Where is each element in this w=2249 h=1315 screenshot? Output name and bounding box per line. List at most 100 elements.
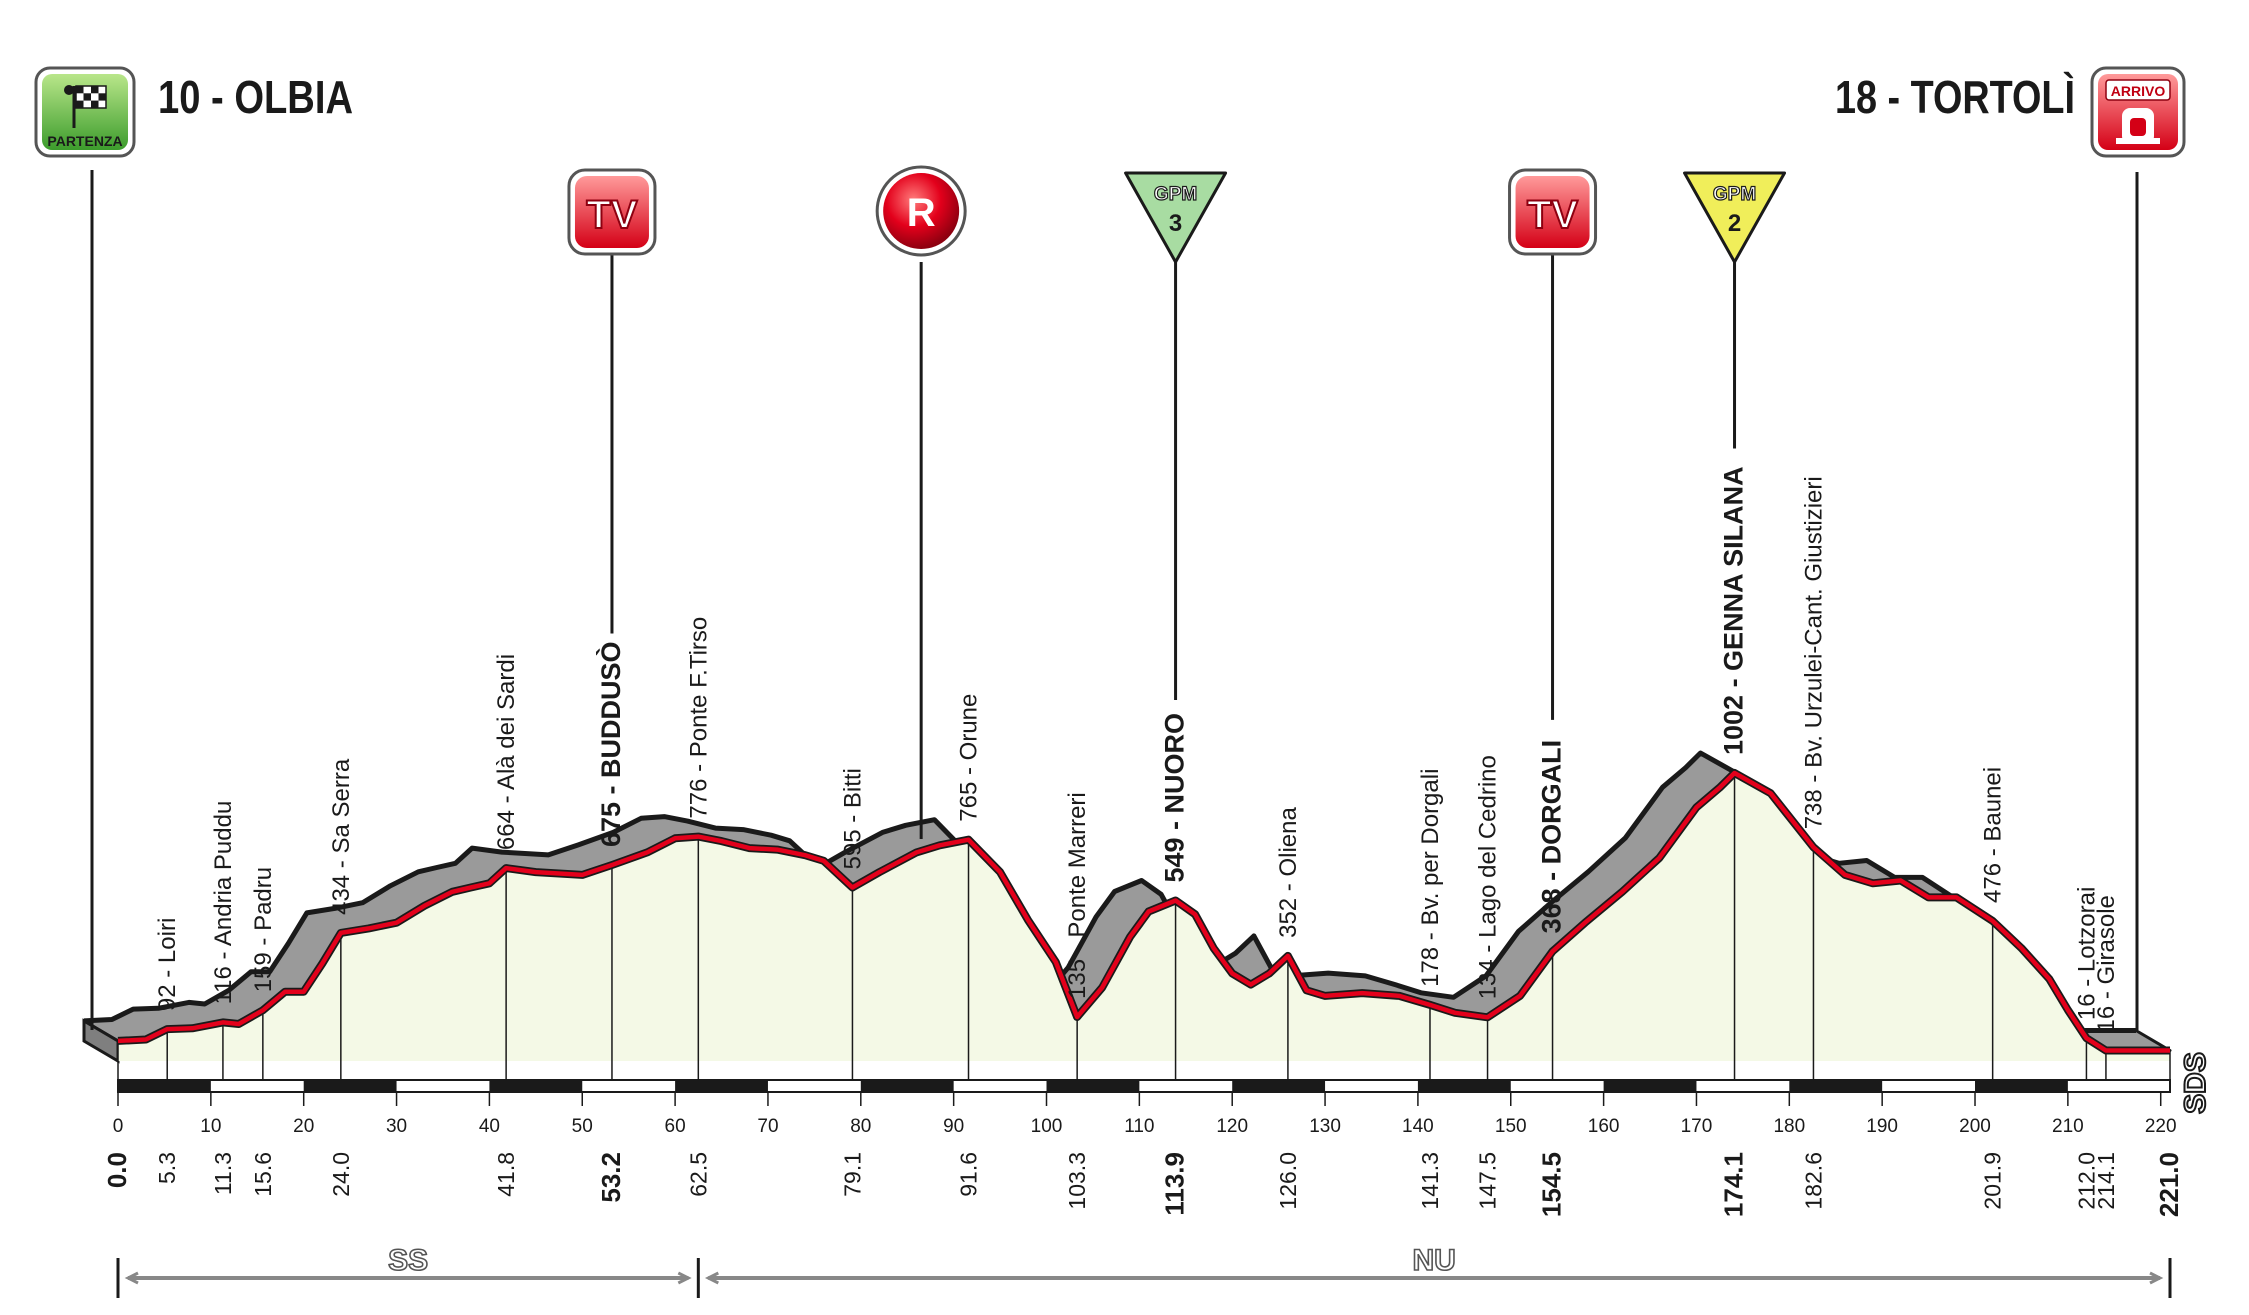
finish-gantry-icon (2116, 108, 2160, 144)
km-tick-label: 140 (1402, 1116, 1434, 1137)
province-arrow (677, 1271, 692, 1285)
km-tick-label: 120 (1216, 1116, 1248, 1137)
km-tick-label: 70 (757, 1116, 778, 1137)
province-label: NU (1412, 1244, 1455, 1277)
finish-badge-label: ARRIVO (2111, 83, 2166, 99)
stage-markers: TV R GPM 3 TV GPM 2 (567, 165, 1787, 839)
place-label: 135 - Ponte Marreri (1064, 792, 1091, 999)
gpm-category-label: 3 (1169, 210, 1182, 237)
profile-line (117, 769, 2170, 1055)
chequered-flag-icon (64, 85, 107, 128)
km-strip-segment (1789, 1080, 1883, 1092)
tv-icon-label: TV (586, 193, 637, 237)
province-arrow (124, 1271, 139, 1285)
km-tick-label: 110 (1124, 1116, 1154, 1137)
tv-icon-face (574, 176, 649, 248)
km-tick-label: 190 (1866, 1116, 1898, 1137)
km-strip-segment (489, 1080, 583, 1092)
km-mark-label: 113.9 (1160, 1152, 1190, 1216)
place-label: 92 - Loiri (154, 918, 181, 1011)
km-mark-label: 0.0 (102, 1152, 132, 1188)
km-mark-label: 62.5 (685, 1152, 711, 1197)
km-tick-label: 40 (479, 1116, 500, 1137)
place-label: 16 - Girasole (2093, 895, 2120, 1032)
tv-icon-label: TV (1527, 193, 1578, 237)
profile-fill (118, 773, 2170, 1061)
km-mark-label: 141.3 (1417, 1152, 1443, 1210)
km-mark-label: 5.3 (154, 1152, 180, 1184)
km-strip-segment (303, 1080, 397, 1092)
place-label: 352 - Oliena (1275, 807, 1302, 938)
km-mark-label: 174.1 (1719, 1152, 1749, 1217)
km-tick-label: 170 (1681, 1116, 1713, 1137)
place-label: 1002 - GENNA SILANA (1719, 466, 1749, 755)
km-mark-label: 126.0 (1275, 1152, 1301, 1210)
km-strip-segment (1417, 1080, 1511, 1092)
km-mark-label: 79.1 (839, 1152, 865, 1197)
province-arrow (2149, 1271, 2164, 1285)
gpm-icon (1124, 171, 1228, 264)
km-tick-label: 150 (1495, 1116, 1527, 1137)
km-strip-segment (675, 1080, 768, 1092)
place-label: 765 - Orune (956, 694, 983, 822)
place-label: 116 - Andria Puddu (210, 801, 237, 1005)
km-tick-label: 10 (200, 1116, 221, 1137)
place-label: 549 - NUORO (1160, 713, 1190, 883)
finish-badge: ARRIVO (2090, 66, 2186, 158)
km-tick-label: 60 (665, 1116, 686, 1137)
km-mark-label: 221.0 (2154, 1152, 2184, 1217)
km-mark-label: 24.0 (328, 1152, 354, 1197)
km-mark-label: 11.3 (210, 1152, 236, 1195)
km-mark-label: 41.8 (493, 1152, 519, 1197)
km-mark-label: 15.6 (250, 1152, 276, 1197)
km-mark-label: 91.6 (956, 1152, 982, 1197)
start-badge-label: PARTENZA (47, 133, 122, 149)
place-label: 776 - Ponte F.Tirso (685, 617, 712, 819)
km-mark-label: 154.5 (1537, 1152, 1567, 1217)
km-mark-label: 201.9 (1980, 1152, 2006, 1210)
sprint-icon-face (883, 173, 960, 249)
place-label: 675 - BUDDUSÒ (595, 641, 626, 847)
province-brackets: SS NU (116, 1243, 2172, 1298)
km-tick-label: 160 (1588, 1116, 1620, 1137)
place-label: 178 - Bv. per Dorgali (1417, 769, 1444, 987)
km-strip-segment (1232, 1080, 1326, 1092)
sds-label: SDS (2179, 1052, 2212, 1114)
distance-axis: 0 10 20 30 40 50 60 70 80 90 100 110 120 130 140 150 160… (102, 1079, 2184, 1217)
place-label: 434 - Sa Serra (328, 758, 355, 915)
km-tick-label: 180 (1773, 1116, 1805, 1137)
place-labels: 92 - Loiri 116 - Andria Puddu 159 - Padru 4… (154, 466, 2120, 1032)
place-label: 368 - DORGALI (1537, 740, 1567, 934)
km-tick-label: 200 (1959, 1116, 1991, 1137)
km-tick-label: 100 (1031, 1116, 1063, 1137)
start-badge: PARTENZA (34, 66, 136, 158)
gpm-category-label: 2 (1728, 210, 1741, 237)
finish-label: 18 - TORTOLÌ (1835, 71, 2075, 123)
gpm-icon (1683, 171, 1787, 264)
km-tick-label: 90 (943, 1116, 964, 1137)
km-tick-label: 220 (2145, 1116, 2177, 1137)
km-strip-segment (1046, 1080, 1140, 1092)
km-tick-label: 210 (2052, 1116, 2084, 1137)
place-label: 476 - Baunei (1980, 767, 2007, 903)
profile-line-red (117, 770, 2170, 1053)
place-label: 664 - Alà dei Sardi (493, 654, 520, 850)
province-label: SS (388, 1244, 428, 1277)
sprint-icon-label: R (907, 191, 936, 235)
tv-icon-face (1515, 176, 1590, 248)
km-mark-label: 182.6 (1801, 1152, 1827, 1210)
place-label: 16 - Lotzorai (2073, 887, 2100, 1020)
km-strip-segment (860, 1080, 954, 1092)
place-label: 738 - Bv. Urzulei-Cant. Giustizieri (1801, 476, 1828, 829)
place-label: 134 - Lago del Cedrino (1475, 755, 1502, 999)
km-tick-label: 80 (850, 1116, 871, 1137)
place-label: 159 - Padru (250, 867, 277, 992)
km-mark-label: 103.3 (1064, 1152, 1090, 1210)
gpm-icon-label: GPM (1713, 184, 1756, 205)
km-mark-label: 53.2 (596, 1152, 626, 1203)
km-mark-label: 214.1 (2093, 1152, 2119, 1210)
province-arrow (704, 1271, 719, 1285)
km-tick-label: 0 (113, 1116, 124, 1137)
km-tick-label: 130 (1309, 1116, 1341, 1137)
